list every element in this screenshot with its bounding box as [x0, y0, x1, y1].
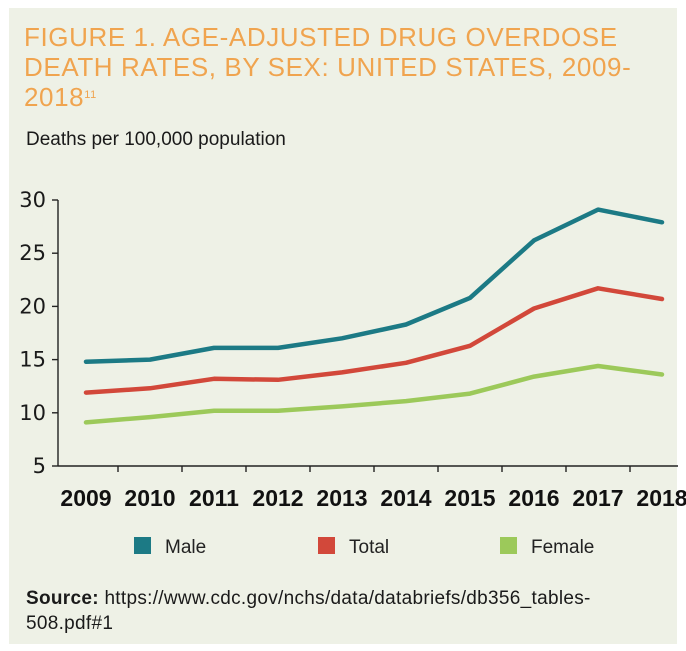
x-tick-label: 2018 [636, 485, 686, 511]
y-tick-label: 25 [19, 241, 46, 265]
figure-card [9, 8, 677, 644]
legend-label-total: Total [349, 537, 389, 558]
legend-label-male: Male [165, 537, 206, 558]
y-tick-label: 5 [33, 454, 46, 478]
legend-swatch-female [500, 537, 517, 554]
legend-swatch-male [134, 537, 151, 554]
x-tick-label: 2011 [189, 485, 239, 511]
source-label: Source: [26, 588, 99, 609]
series-line-total [83, 286, 665, 395]
x-tick-label: 2017 [572, 485, 623, 511]
y-tick-label: 15 [19, 348, 46, 372]
y-tick-label: 30 [19, 188, 46, 212]
series-line-male [83, 207, 665, 364]
x-tick-label: 2015 [444, 485, 495, 511]
x-tick-label: 2012 [252, 485, 303, 511]
x-tick-label: 2016 [508, 485, 559, 511]
figure-title: FIGURE 1. AGE-ADJUSTED DRUG OVERDOSE DEA… [24, 22, 632, 112]
x-tick-label: 2010 [124, 485, 175, 511]
title-footnote-ref: 11 [84, 89, 97, 101]
series-line-female [83, 363, 665, 425]
source-url[interactable]: https://www.cdc.gov/nchs/data/databriefs… [26, 588, 591, 634]
y-tick-label: 10 [19, 401, 46, 425]
x-tick-label: 2009 [60, 485, 111, 511]
x-tick-label: 2013 [316, 485, 367, 511]
legend-swatch-total [318, 537, 335, 554]
legend-label-female: Female [531, 537, 594, 558]
y-tick-label: 20 [19, 294, 46, 318]
x-tick-label: 2014 [380, 485, 431, 511]
source-note: Source: https://www.cdc.gov/nchs/data/da… [26, 586, 646, 636]
y-axis-label: Deaths per 100,000 population [26, 129, 286, 150]
